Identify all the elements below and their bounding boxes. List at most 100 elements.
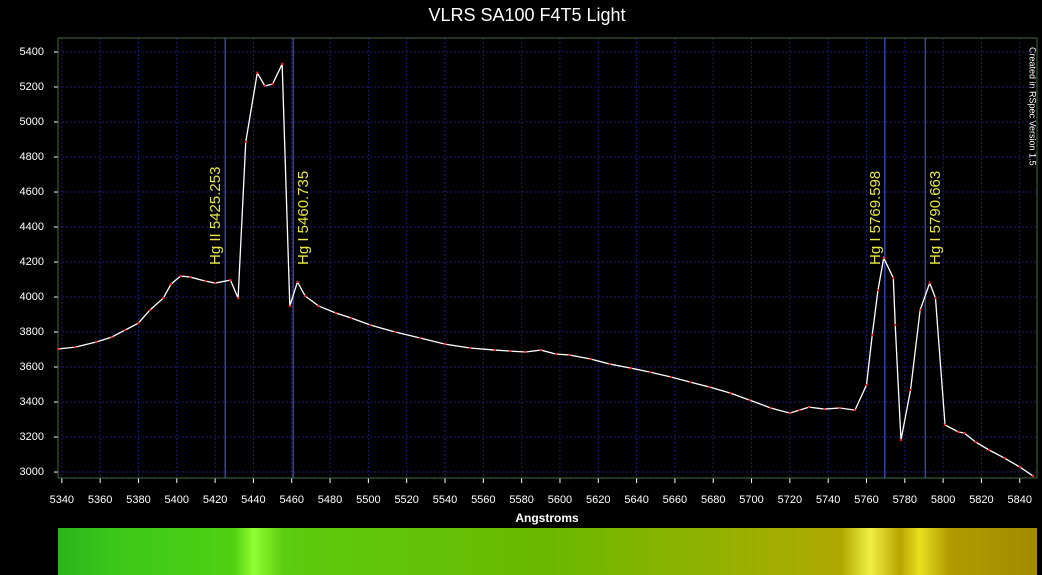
x-tick-label: 5620: [586, 494, 610, 506]
data-point: [769, 406, 772, 410]
data-point: [853, 408, 857, 412]
x-tick-label: 5660: [663, 494, 687, 506]
x-tick-label: 5740: [816, 494, 840, 506]
data-point: [1018, 465, 1021, 469]
data-point: [934, 296, 937, 300]
data-point: [882, 256, 885, 260]
data-point: [369, 323, 372, 327]
x-tick-label: 5480: [318, 494, 342, 506]
data-point: [876, 288, 880, 292]
data-point: [608, 362, 611, 366]
x-tick-label: 5500: [356, 494, 380, 506]
y-tick-label: 4000: [20, 291, 44, 303]
data-point: [123, 328, 127, 332]
y-tick-label: 5400: [20, 46, 44, 58]
y-tick-label: 4400: [20, 221, 44, 233]
x-tick-label: 5520: [394, 494, 418, 506]
data-point: [918, 308, 922, 312]
data-point: [823, 407, 826, 411]
spectrum-line: [57, 63, 1034, 477]
reference-label: Hg I 5790.663: [927, 171, 944, 265]
y-tick-label: 3400: [20, 396, 44, 408]
reference-label: Hg II 5425.253: [207, 167, 224, 265]
y-tick-label: 4600: [20, 186, 44, 198]
data-point: [213, 281, 217, 285]
data-point: [669, 375, 673, 379]
data-point: [1031, 474, 1035, 478]
x-tick-label: 5760: [854, 494, 878, 506]
data-point: [56, 347, 60, 351]
data-point: [892, 276, 895, 280]
x-tick-label: 5640: [624, 494, 648, 506]
data-point: [871, 333, 874, 337]
x-tick-label: 5840: [1008, 494, 1032, 506]
reference-label: Hg I 5769.598: [867, 171, 884, 265]
x-tick-label: 5720: [778, 494, 802, 506]
data-point: [296, 280, 299, 284]
x-tick-label: 5460: [279, 494, 303, 506]
data-point: [334, 311, 337, 315]
data-point: [957, 430, 960, 434]
data-point: [204, 279, 207, 283]
x-tick-label: 5820: [969, 494, 993, 506]
x-tick-label: 5580: [509, 494, 533, 506]
x-tick-label: 5400: [165, 494, 189, 506]
data-point: [349, 316, 353, 320]
data-point: [468, 346, 472, 350]
data-point: [393, 330, 397, 334]
data-point: [899, 438, 903, 442]
data-point: [987, 448, 991, 452]
spectrum-strip: [58, 528, 1037, 575]
x-axis-label: Angstroms: [515, 511, 579, 525]
data-point: [729, 391, 732, 395]
data-point: [928, 281, 931, 285]
data-point: [74, 345, 77, 349]
data-point: [648, 370, 652, 374]
x-tick-label: 5780: [893, 494, 917, 506]
data-point: [539, 348, 542, 352]
data-point: [179, 274, 182, 278]
data-point: [689, 380, 692, 384]
data-point: [244, 140, 247, 144]
data-point: [303, 294, 307, 298]
data-point: [894, 323, 897, 327]
data-point: [137, 321, 140, 325]
data-point: [162, 296, 165, 300]
data-point: [418, 336, 422, 340]
data-point: [229, 278, 232, 282]
data-point: [169, 282, 173, 286]
x-tick-label: 5420: [203, 494, 227, 506]
data-point: [263, 84, 267, 88]
data-point: [807, 405, 811, 409]
data-point: [256, 71, 259, 75]
x-tick-label: 5360: [88, 494, 112, 506]
data-point: [280, 62, 284, 66]
x-tick-label: 5700: [739, 494, 763, 506]
x-tick-label: 5560: [471, 494, 495, 506]
x-tick-label: 5440: [241, 494, 265, 506]
data-point: [974, 440, 977, 444]
data-point: [788, 411, 792, 415]
data-point: [271, 82, 274, 86]
x-tick-label: 5340: [50, 494, 74, 506]
data-point: [188, 275, 192, 279]
data-point: [568, 353, 571, 357]
x-tick-label: 5600: [548, 494, 572, 506]
side-note: Created in RSpec Version 1.5: [1028, 47, 1038, 166]
data-point: [443, 342, 447, 346]
data-point: [865, 383, 868, 387]
data-point: [110, 335, 113, 339]
y-tick-label: 3800: [20, 326, 44, 338]
y-tick-label: 5000: [20, 116, 44, 128]
data-point: [589, 357, 592, 361]
x-tick-label: 5540: [433, 494, 457, 506]
data-point: [524, 350, 527, 354]
data-point: [838, 406, 841, 410]
data-point: [1003, 456, 1006, 460]
data-point: [708, 385, 711, 389]
data-point: [148, 308, 152, 312]
x-tick-label: 5800: [931, 494, 955, 506]
data-point: [508, 349, 512, 353]
